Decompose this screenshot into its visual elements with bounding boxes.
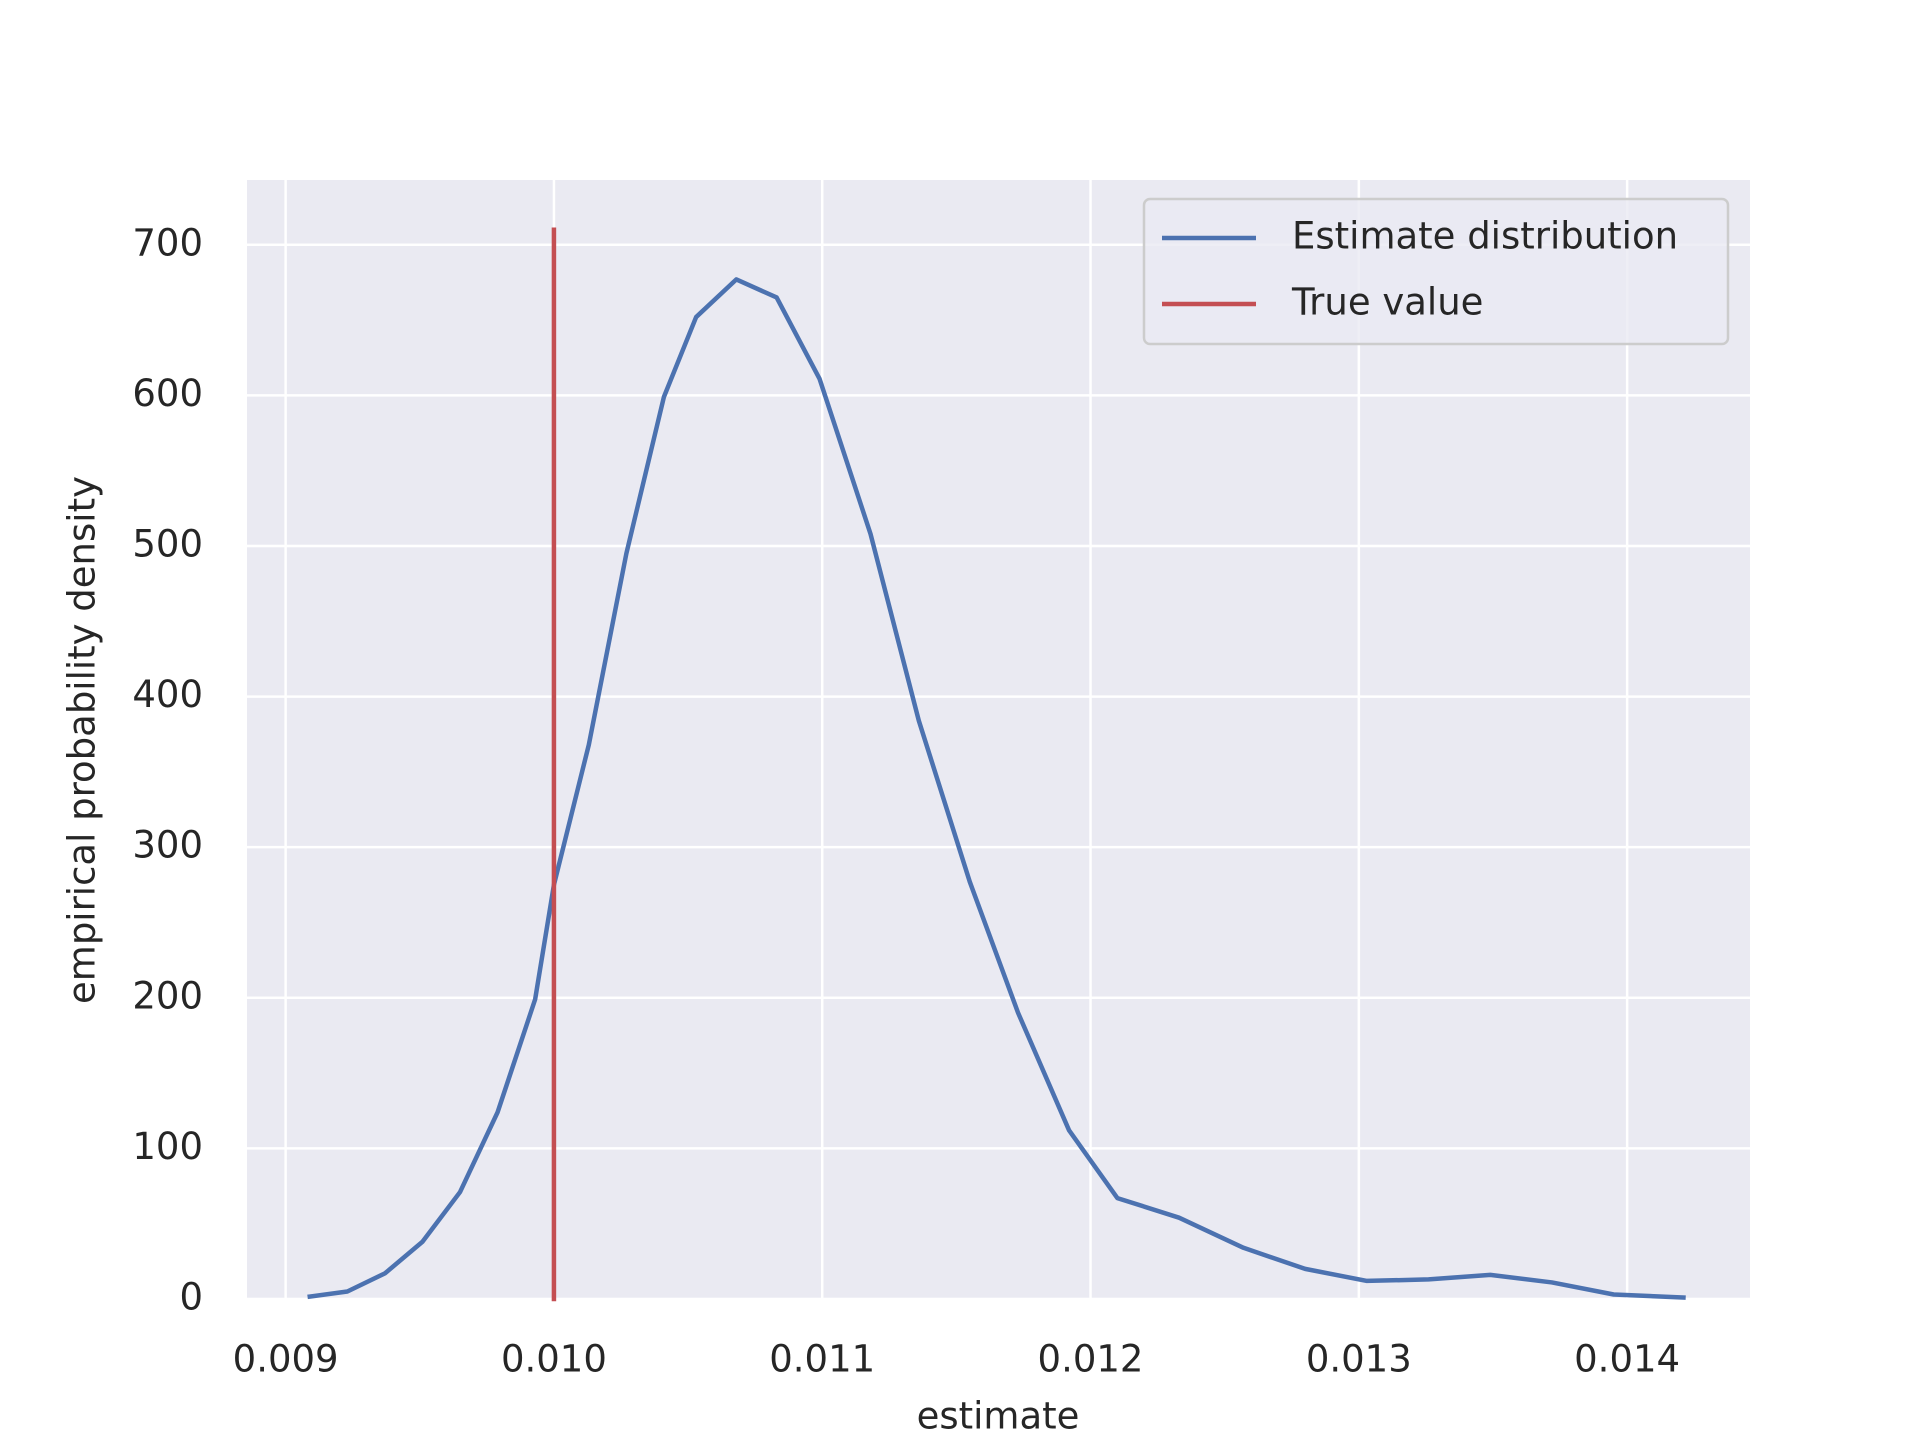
y-tick-label: 0 bbox=[179, 1276, 203, 1319]
y-tick-label: 700 bbox=[132, 221, 203, 264]
y-tick-label: 600 bbox=[132, 372, 203, 415]
x-tick-label: 0.012 bbox=[1038, 1338, 1144, 1381]
data-line bbox=[307, 277, 1686, 1300]
x-axis-label: estimate bbox=[917, 1395, 1080, 1438]
x-tick-label: 0.010 bbox=[501, 1338, 607, 1381]
x-tick-label: 0.011 bbox=[769, 1338, 875, 1381]
legend-box bbox=[1142, 197, 1730, 346]
y-tick-label: 400 bbox=[132, 673, 203, 716]
legend: Estimate distribution True value bbox=[1142, 197, 1730, 346]
legend-label: True value bbox=[1291, 281, 1483, 324]
y-tick-label: 100 bbox=[132, 1125, 203, 1168]
plot-background bbox=[247, 180, 1750, 1299]
x-tick-label: 0.009 bbox=[233, 1338, 339, 1381]
y-tick-label: 300 bbox=[132, 824, 203, 867]
y-axis-label: empirical probability density bbox=[61, 476, 104, 1004]
x-tick-label: 0.014 bbox=[1574, 1338, 1680, 1381]
legend-label: Estimate distribution bbox=[1292, 215, 1678, 258]
x-tick-label: 0.013 bbox=[1306, 1338, 1412, 1381]
y-tick-label: 500 bbox=[132, 522, 203, 565]
y-tick-label: 200 bbox=[132, 974, 203, 1017]
